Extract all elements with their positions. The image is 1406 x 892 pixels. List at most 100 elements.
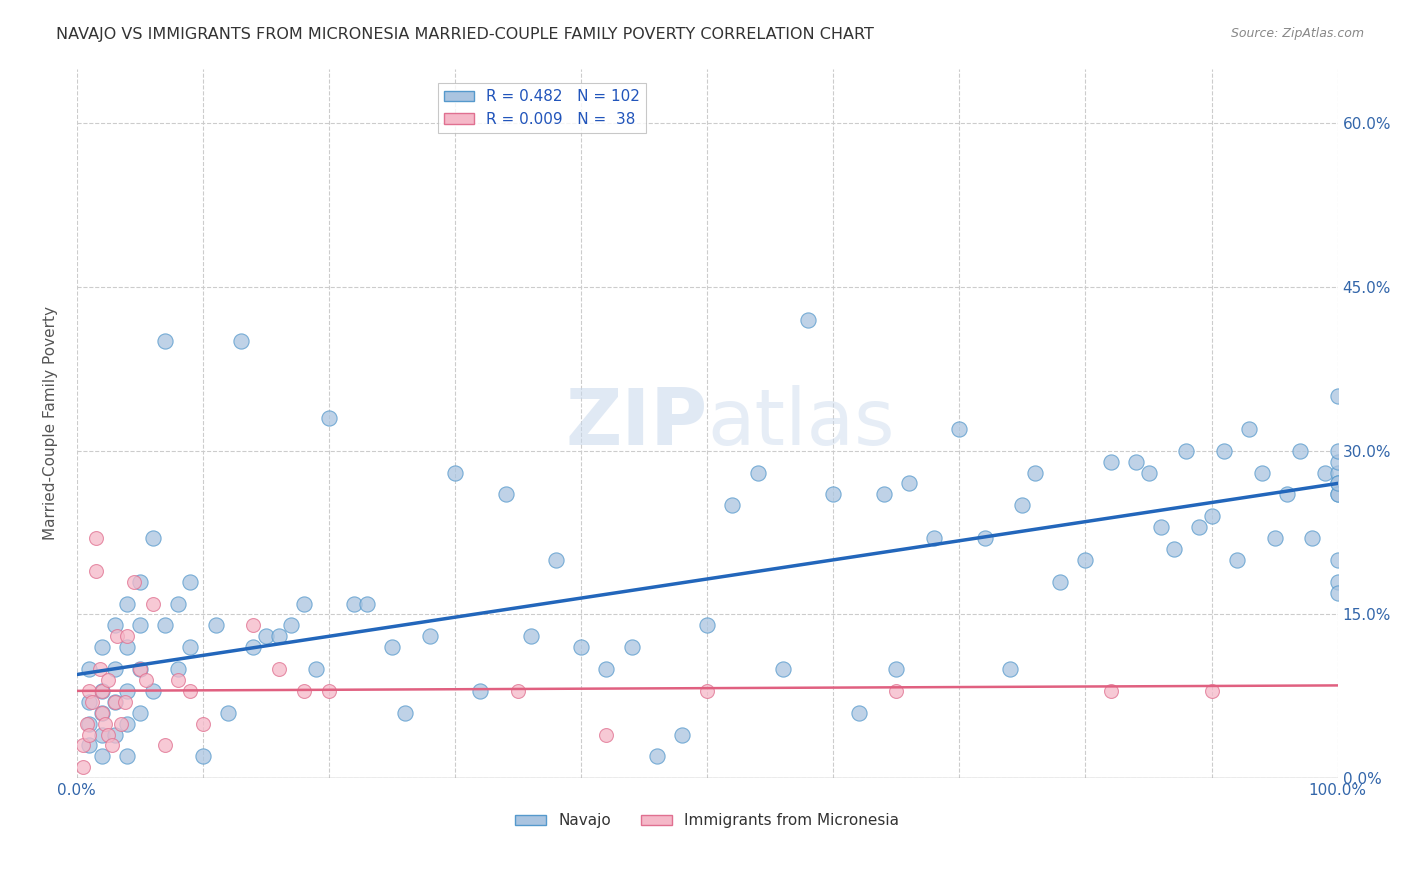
Point — [1326, 585, 1348, 599]
Point — [1326, 487, 1348, 501]
Point — [117, 684, 139, 698]
Point — [1326, 454, 1348, 468]
Point — [141, 597, 163, 611]
Point — [153, 334, 176, 349]
Point — [254, 629, 277, 643]
Point — [1226, 553, 1249, 567]
Point — [343, 597, 366, 611]
Point — [886, 662, 908, 676]
Point — [117, 640, 139, 655]
Point — [104, 695, 127, 709]
Point — [394, 706, 416, 720]
Point — [1011, 498, 1033, 512]
Text: Source: ZipAtlas.com: Source: ZipAtlas.com — [1230, 27, 1364, 40]
Point — [141, 531, 163, 545]
Point — [104, 727, 127, 741]
Point — [105, 629, 128, 643]
Point — [1213, 443, 1236, 458]
Point — [1313, 466, 1336, 480]
Point — [179, 640, 201, 655]
Point — [823, 487, 845, 501]
Point — [1074, 553, 1097, 567]
Point — [1251, 466, 1274, 480]
Point — [1277, 487, 1299, 501]
Point — [1326, 553, 1348, 567]
Text: atlas: atlas — [707, 385, 894, 461]
Point — [79, 684, 101, 698]
Point — [419, 629, 441, 643]
Point — [305, 662, 328, 676]
Point — [897, 476, 920, 491]
Point — [948, 422, 970, 436]
Point — [886, 684, 908, 698]
Point — [204, 618, 226, 632]
Point — [848, 706, 870, 720]
Point — [470, 684, 492, 698]
Point — [998, 662, 1021, 676]
Point — [519, 629, 541, 643]
Point — [1326, 476, 1348, 491]
Point — [166, 673, 188, 687]
Point — [671, 727, 693, 741]
Point — [129, 706, 152, 720]
Point — [80, 695, 103, 709]
Point — [973, 531, 995, 545]
Point — [114, 695, 136, 709]
Point — [122, 574, 145, 589]
Point — [1239, 422, 1261, 436]
Point — [922, 531, 945, 545]
Point — [97, 727, 120, 741]
Point — [595, 662, 617, 676]
Point — [84, 531, 107, 545]
Point — [544, 553, 567, 567]
Point — [645, 749, 668, 764]
Point — [356, 597, 378, 611]
Point — [1150, 520, 1173, 534]
Point — [1326, 466, 1348, 480]
Point — [135, 673, 157, 687]
Point — [104, 695, 127, 709]
Point — [292, 597, 315, 611]
Point — [89, 662, 111, 676]
Point — [93, 716, 115, 731]
Point — [1264, 531, 1286, 545]
Point — [444, 466, 467, 480]
Point — [1326, 476, 1348, 491]
Point — [191, 716, 214, 731]
Point — [747, 466, 769, 480]
Point — [1099, 684, 1122, 698]
Point — [117, 629, 139, 643]
Point — [84, 564, 107, 578]
Text: NAVAJO VS IMMIGRANTS FROM MICRONESIA MARRIED-COUPLE FAMILY POVERTY CORRELATION C: NAVAJO VS IMMIGRANTS FROM MICRONESIA MAR… — [56, 27, 875, 42]
Point — [1301, 531, 1323, 545]
Point — [595, 727, 617, 741]
Point — [1024, 466, 1046, 480]
Point — [267, 662, 290, 676]
Point — [79, 716, 101, 731]
Point — [79, 727, 101, 741]
Y-axis label: Married-Couple Family Poverty: Married-Couple Family Poverty — [44, 306, 58, 541]
Point — [721, 498, 744, 512]
Point — [76, 716, 98, 731]
Point — [620, 640, 643, 655]
Point — [91, 684, 114, 698]
Point — [508, 684, 530, 698]
Point — [318, 684, 340, 698]
Point — [153, 618, 176, 632]
Point — [242, 640, 264, 655]
Point — [110, 716, 132, 731]
Point — [91, 684, 114, 698]
Point — [229, 334, 252, 349]
Point — [292, 684, 315, 698]
Point — [117, 716, 139, 731]
Point — [79, 695, 101, 709]
Point — [72, 760, 94, 774]
Point — [153, 739, 176, 753]
Point — [91, 640, 114, 655]
Point — [1288, 443, 1310, 458]
Point — [280, 618, 302, 632]
Point — [267, 629, 290, 643]
Point — [1137, 466, 1160, 480]
Point — [1175, 443, 1198, 458]
Point — [1326, 389, 1348, 403]
